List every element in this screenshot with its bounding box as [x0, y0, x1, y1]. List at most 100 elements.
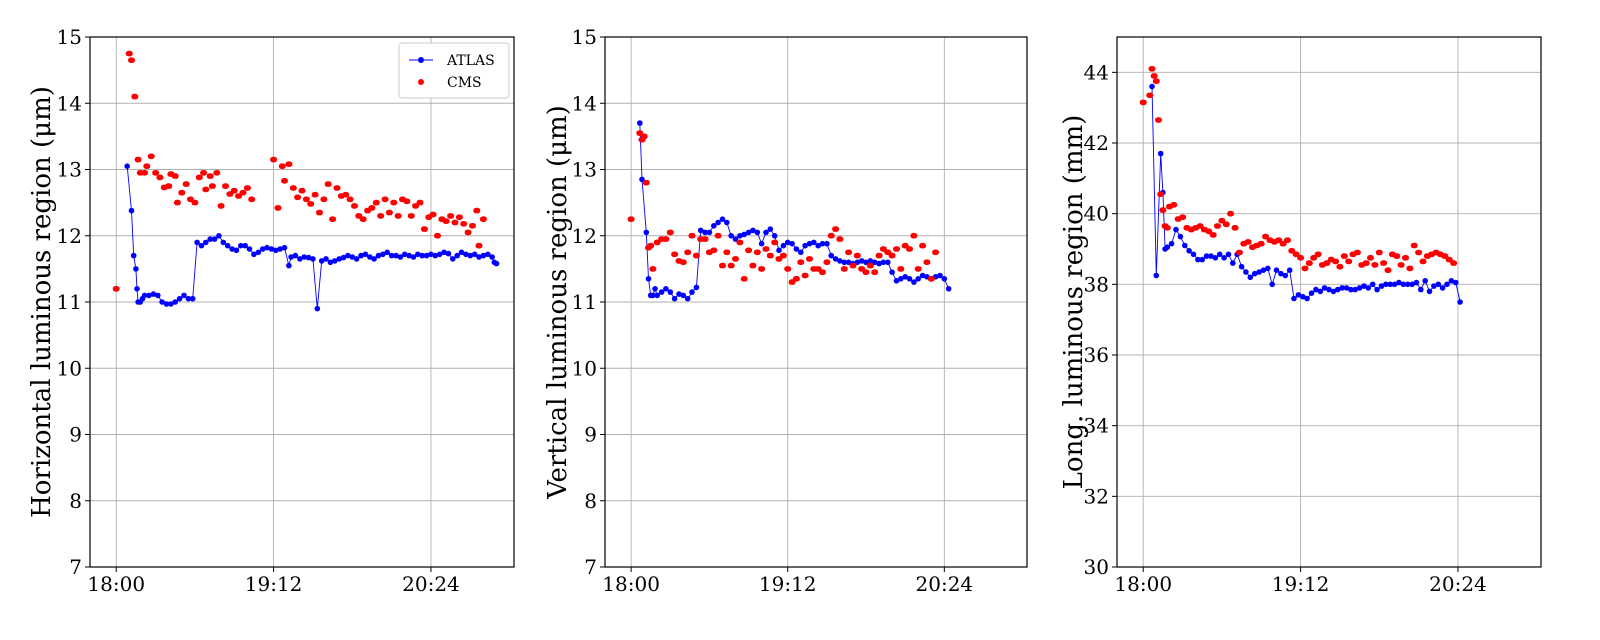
data-point — [836, 236, 844, 242]
data-point — [1257, 240, 1265, 247]
data-point — [358, 252, 364, 259]
data-point — [229, 246, 235, 252]
data-point — [133, 266, 139, 272]
data-point — [719, 216, 726, 222]
data-point — [349, 254, 356, 260]
data-point — [318, 258, 325, 264]
data-point — [1286, 267, 1293, 274]
data-point — [640, 133, 648, 140]
data-point — [441, 249, 447, 256]
y-tick-label: 11 — [572, 290, 597, 314]
data-point — [1163, 225, 1171, 231]
data-point — [1212, 254, 1219, 261]
data-point — [128, 57, 135, 63]
data-point — [189, 295, 196, 302]
data-point — [732, 236, 739, 242]
data-point — [654, 292, 660, 299]
data-point — [915, 276, 921, 282]
data-point — [156, 174, 164, 181]
data-point — [650, 292, 656, 299]
data-point — [1284, 237, 1291, 243]
data-point — [1164, 244, 1171, 250]
data-point — [1304, 295, 1310, 302]
data-point — [173, 199, 181, 206]
data-point — [1275, 237, 1283, 243]
data-point — [372, 199, 380, 206]
data-point — [463, 251, 469, 258]
y-tick-label: 44 — [1084, 60, 1109, 84]
data-point — [1199, 256, 1205, 263]
data-point — [1393, 253, 1401, 259]
data-point — [771, 239, 779, 246]
data-point — [885, 259, 891, 266]
data-point — [692, 252, 700, 259]
y-tick-label: 9 — [69, 423, 82, 447]
legend-marker — [418, 57, 424, 63]
data-point — [281, 178, 288, 184]
data-point — [1400, 281, 1407, 288]
data-point — [1453, 279, 1459, 286]
data-point — [1419, 258, 1427, 265]
data-point — [649, 266, 657, 272]
data-point — [351, 203, 358, 209]
data-point — [1300, 293, 1306, 300]
data-point — [476, 254, 482, 260]
data-point — [213, 170, 221, 176]
data-point — [367, 254, 373, 260]
data-point — [485, 251, 491, 258]
data-point — [1222, 221, 1230, 228]
data-point — [150, 291, 157, 297]
series-atlas — [124, 163, 500, 312]
data-point — [143, 163, 151, 169]
data-point — [394, 213, 402, 219]
data-point — [841, 259, 848, 266]
data-point — [762, 246, 770, 252]
data-point — [815, 242, 821, 249]
data-point — [643, 229, 650, 236]
data-point — [368, 205, 376, 211]
data-point — [176, 295, 183, 302]
data-point — [679, 259, 687, 265]
y-tick-label: 10 — [57, 356, 82, 380]
y-tick-label: 10 — [572, 356, 597, 380]
data-point — [207, 236, 213, 242]
data-point — [1448, 278, 1455, 284]
data-point — [141, 292, 148, 299]
y-tick-label: 15 — [57, 25, 82, 49]
data-point — [863, 259, 869, 266]
data-point — [238, 242, 244, 249]
data-point — [1445, 256, 1453, 263]
data-point — [288, 254, 294, 260]
data-point — [362, 251, 369, 258]
data-point — [239, 189, 247, 196]
data-point — [684, 249, 692, 256]
data-point — [1182, 242, 1188, 249]
data-point — [811, 239, 817, 246]
data-point — [1383, 281, 1389, 288]
data-point — [658, 289, 665, 295]
data-point — [388, 252, 395, 259]
data-point — [1256, 269, 1262, 275]
legend-label: ATLAS — [446, 53, 495, 69]
data-point — [1243, 269, 1249, 275]
data-point — [194, 239, 200, 246]
data-point — [385, 209, 393, 216]
data-point — [302, 196, 310, 203]
y-tick-label: 14 — [57, 91, 82, 115]
data-point — [182, 181, 190, 187]
data-point — [397, 254, 404, 260]
data-point — [1308, 290, 1315, 297]
data-point — [130, 252, 137, 259]
data-point — [714, 232, 722, 239]
data-point — [1326, 286, 1332, 293]
data-point — [919, 242, 927, 249]
data-point — [1244, 239, 1252, 245]
data-point — [693, 284, 700, 291]
data-point — [1365, 285, 1372, 291]
data-point — [458, 249, 465, 256]
data-point — [1288, 248, 1296, 254]
data-point — [1273, 267, 1280, 274]
data-point — [178, 189, 186, 196]
data-point — [1278, 270, 1284, 277]
y-tick-label: 34 — [1084, 414, 1109, 438]
